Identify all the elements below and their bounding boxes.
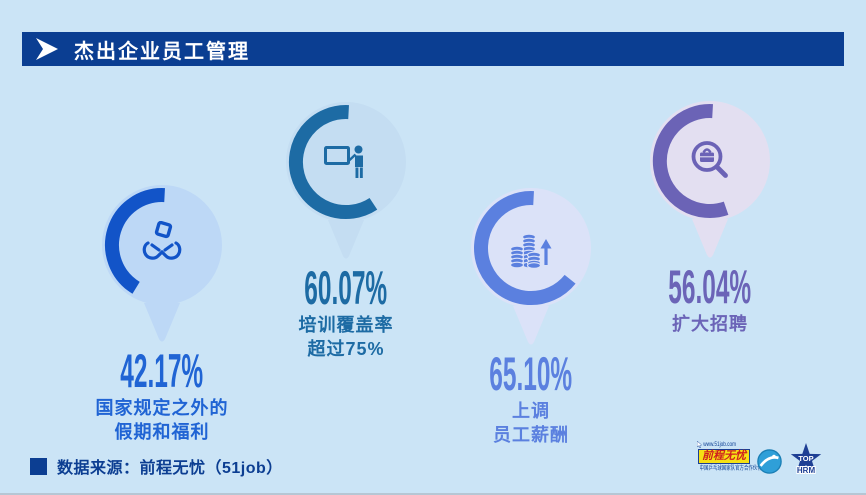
stat-description: 扩大招聘 [615,313,805,337]
training-presenter-icon [322,138,370,186]
stat-description: 培训覆盖率超过75% [251,314,441,362]
51job-tagline: 中国乒乓球国家队官方合作伙伴 [699,466,762,472]
square-bullet-icon [30,457,47,475]
stat-bubble [471,188,591,348]
stat-bubble [286,102,406,262]
stat-value: 60.07% [304,261,388,314]
stat-value: 42.17% [120,344,204,397]
stat-bubble [102,185,222,345]
top-hrm-logo: TOP HRM [786,442,826,489]
slide-bottom-edge [0,493,866,495]
donut-arc [288,105,378,220]
stat-description-line: 培训覆盖率 [298,315,394,335]
data-source-label: 数据来源：前程无忧（51job） [57,460,283,477]
stat-item: 56.04% 扩大招聘 [615,101,805,337]
stat-description: 上调 员工薪酬 [436,400,626,448]
stat-item: 42.17% 国家规定之外的 假期和福利 [67,185,257,445]
stat-value: 65.10% [489,347,573,400]
stat-description-line: 上调 [512,401,550,421]
bubble-circle [102,185,222,305]
bubble-tail [144,303,180,342]
donut-arc [652,104,729,219]
stat-item: 65.10% 上调员工薪酬 [436,188,626,448]
51job-logo: www.51job.com 前程无忧 中国乒乓球国家队官方合作伙伴 [691,441,762,473]
stat-description-line: 假期和福利 [114,421,210,442]
page-title: 杰出企业员工管理 [74,40,250,63]
51job-url-row: www.51job.com [697,441,744,448]
stat-description-line: 扩大招聘 [672,314,748,334]
bubble-tail [328,220,364,259]
svg-text:HRM: HRM [797,466,816,475]
stat-value: 56.04% [668,260,752,313]
51job-brand: 前程无忧 [698,449,750,464]
donut-arc [474,191,576,305]
donut-arc [105,188,165,294]
stat-description-line: 员工薪酬 [493,424,569,445]
star-icon [790,443,822,472]
table-tennis-association-logo [757,449,782,479]
51job-url: www.51job.com [703,441,737,448]
stat-bubble [650,101,770,261]
svg-text:TOP: TOP [798,454,813,463]
cursor-icon [697,441,702,448]
stat-item: 60.07% 培训覆盖率超过75% [251,102,441,362]
coins-raise-icon [507,224,555,272]
stat-description-line: 国家规定之外的 [95,398,229,418]
data-source-row: 数据来源：前程无忧（51job） [30,454,283,478]
stat-description: 国家规定之外的 假期和福利 [67,397,257,445]
gift-in-hands-icon [138,220,186,269]
bubble-tail [692,219,728,258]
bubble-tail [513,306,549,345]
arrow-icon [36,38,60,60]
recruit-magnifier-icon [686,137,734,185]
stat-description-line: 超过75% [307,338,385,359]
title-banner: 杰出企业员工管理 [22,32,844,66]
